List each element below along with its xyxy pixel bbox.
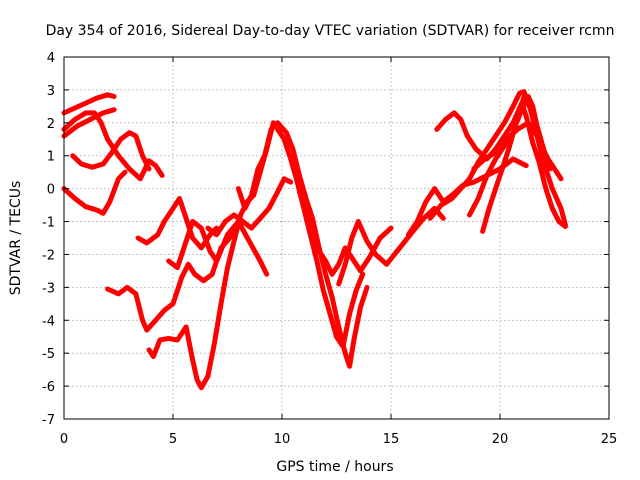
series-arc-16 [434,100,568,229]
y-tick-label: 4 [47,51,55,66]
y-tick-label: -5 [42,347,55,362]
series-arc-10 [205,176,294,238]
series-arc-19 [480,94,553,234]
y-tick-label: 2 [47,117,55,132]
series-arc-11 [235,120,370,369]
chart-title: Day 354 of 2016, Sidereal Day-to-day VTE… [46,23,615,39]
series-arc-20 [471,120,544,172]
y-tick-label: -4 [42,314,55,329]
series-arc-02 [61,107,117,139]
x-tick-label: 5 [169,432,177,447]
series-arc-12 [275,126,366,350]
series-arc-04 [70,130,152,172]
plot-frame [63,56,610,420]
series-arc-08 [105,219,241,333]
series-arc-01 [61,92,117,116]
y-tick-label: 0 [47,183,55,198]
series-arc-05 [61,169,128,216]
series-arc-13 [296,189,394,277]
x-tick-label: 15 [383,432,400,447]
series-arc-14 [336,205,446,287]
y-tick-label: -1 [42,216,55,231]
x-tick-label: 20 [492,432,509,447]
x-tick-label: 10 [274,432,291,447]
y-tick-label: 3 [47,84,55,99]
series-arc-17 [427,89,568,228]
series-layer [61,89,568,391]
y-tick-label: -2 [42,248,55,263]
x-axis-label: GPS time / hours [276,459,393,475]
series-arc-15 [405,156,529,238]
y-tick-label: -6 [42,380,55,395]
grid [64,57,609,419]
x-tick-label: 0 [60,432,68,447]
y-tick-label: -3 [42,281,55,296]
axis-ticks: 0 5 10 15 20 25 -7 -6 -5 -4 -3 -2 -1 0 1 2 3 4 [42,51,617,447]
series-arc-06 [135,196,220,251]
x-tick-label: 25 [601,432,618,447]
y-tick-label: -7 [42,413,55,428]
y-axis-label: SDTVAR / TECUs [8,181,24,296]
y-tick-label: 1 [47,150,55,165]
series-arc-07 [166,219,270,277]
